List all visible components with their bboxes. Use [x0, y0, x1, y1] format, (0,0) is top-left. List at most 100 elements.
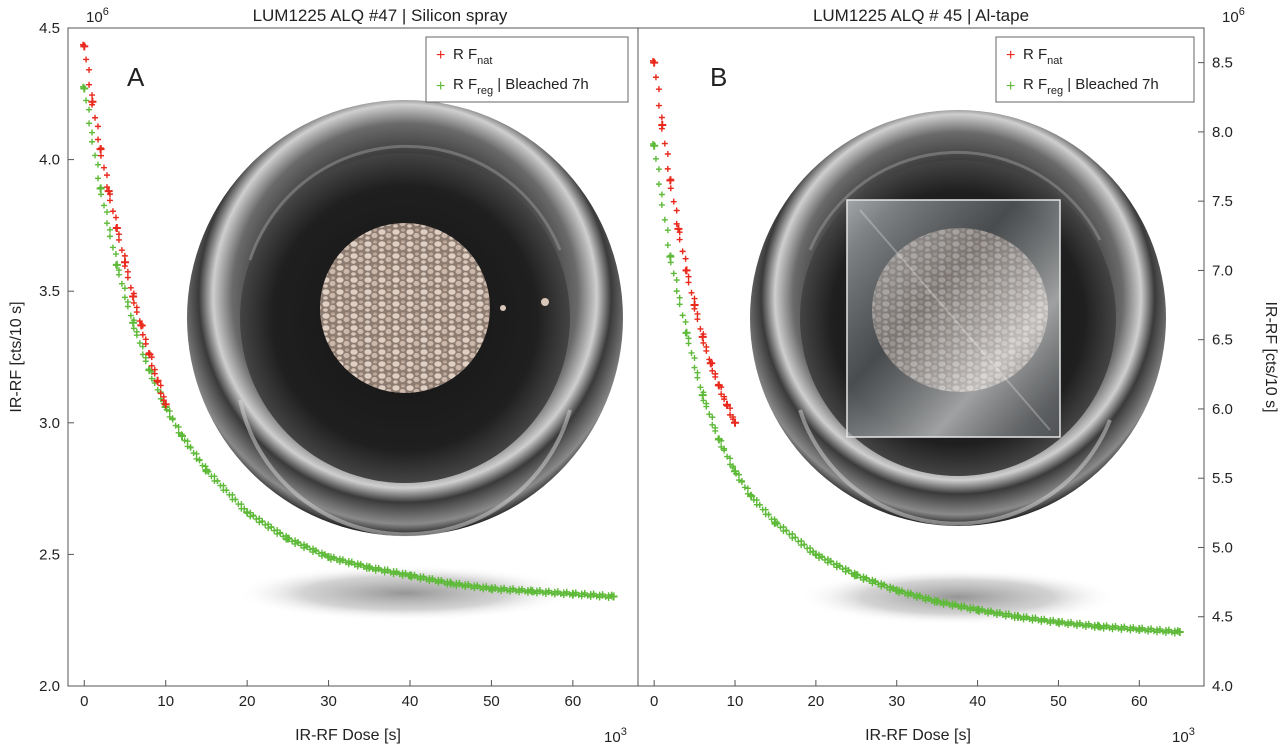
data-point [655, 166, 662, 173]
data-point-key [104, 187, 113, 196]
data-point [259, 518, 266, 525]
panel-a-ylabel: IR-RF [cts/10 s] [8, 301, 25, 412]
y-tick-label: 4.0 [1212, 678, 1233, 695]
data-point [106, 197, 113, 204]
data-point [670, 270, 677, 277]
data-point [103, 220, 110, 227]
data-point [456, 579, 463, 586]
data-point [682, 255, 689, 262]
data-point [688, 289, 695, 296]
data-point [393, 568, 400, 575]
data-point-key [771, 518, 780, 527]
data-point [691, 295, 698, 302]
data-point [115, 236, 122, 243]
data-point [121, 285, 128, 292]
data-point [712, 373, 719, 380]
data-point [783, 527, 790, 534]
data-point [130, 299, 137, 306]
data-point-key [80, 84, 89, 93]
data-point [148, 362, 155, 369]
data-point-key [731, 418, 740, 427]
data-point [655, 86, 662, 93]
data-point [118, 280, 125, 287]
data-point [139, 351, 146, 358]
data-point-key [1094, 622, 1103, 631]
legend-b-box [995, 36, 1195, 103]
x-tick-label: 0 [80, 693, 88, 710]
data-point [1121, 623, 1128, 630]
x-tick-label: 50 [483, 693, 500, 710]
data-point [86, 106, 93, 113]
data-point [277, 529, 284, 536]
data-point-key [129, 318, 138, 327]
data-point [1112, 622, 1119, 629]
legend-a-label-nat: R Fnat [453, 46, 492, 67]
data-point-key [145, 350, 154, 359]
data-point [157, 390, 164, 397]
data-point-key [698, 332, 707, 341]
x-tick-label: 20 [808, 693, 825, 710]
data-point [1165, 626, 1172, 633]
data-point [474, 582, 481, 589]
data-point [848, 570, 855, 577]
data-point-key [698, 391, 707, 400]
data-point [821, 556, 828, 563]
data-point [169, 416, 176, 423]
data-point [420, 573, 427, 580]
data-point [223, 487, 230, 494]
x-tick-label: 10 [727, 693, 744, 710]
data-point [673, 288, 680, 295]
data-point-key [682, 266, 691, 275]
data-point [124, 268, 131, 275]
data-point [667, 185, 674, 192]
data-point [676, 294, 683, 301]
data-point [1050, 616, 1057, 623]
data-point [706, 411, 713, 418]
data-point [676, 236, 683, 243]
data-point [375, 564, 382, 571]
data-point [658, 201, 665, 208]
data-point [136, 340, 143, 347]
data-point [124, 303, 131, 310]
data-point [652, 74, 659, 81]
data-point [694, 374, 701, 381]
y-tick-label: 2.0 [39, 678, 60, 695]
sample-photo-silicon-spray [187, 100, 623, 621]
data-point [100, 164, 107, 171]
x-ticks-b: 0 10 20 30 40 50 60 [650, 680, 1148, 710]
data-point [339, 556, 346, 563]
data-point [830, 561, 837, 568]
data-point [996, 609, 1003, 616]
data-point [664, 150, 671, 157]
data-point [184, 438, 191, 445]
data-point [744, 485, 751, 492]
data-point [756, 501, 763, 508]
panel-a: 0 10 20 30 40 50 60 2.0 2.5 3.0 3.5 4.0 4.5 LUM1225… [8, 6, 639, 744]
data-point [682, 318, 689, 325]
data-point-key [202, 466, 211, 475]
data-point [664, 242, 671, 249]
y-tick-label: 3.5 [39, 283, 60, 300]
data-point-key [747, 492, 756, 501]
data-point-key [80, 42, 89, 51]
data-point [652, 155, 659, 162]
data-point [172, 422, 179, 429]
data-point-key [528, 587, 537, 596]
y-ticks-a: 2.0 2.5 3.0 3.5 4.0 4.5 [39, 20, 74, 695]
data-point [676, 301, 683, 308]
data-point-key [1175, 627, 1184, 636]
data-point-key [1014, 612, 1023, 621]
data-point [721, 396, 728, 403]
x-ticks-a: 0 10 20 30 40 50 60 [80, 680, 581, 710]
data-point [181, 437, 188, 444]
data-point [685, 335, 692, 342]
data-point [295, 538, 302, 545]
data-point [545, 587, 552, 594]
data-point [916, 592, 923, 599]
data-point [193, 450, 200, 457]
panel-b-letter: B [710, 62, 727, 92]
y-tick-label: 3.0 [39, 415, 60, 432]
data-point [697, 384, 704, 391]
data-point [106, 233, 113, 240]
data-point [86, 81, 93, 88]
